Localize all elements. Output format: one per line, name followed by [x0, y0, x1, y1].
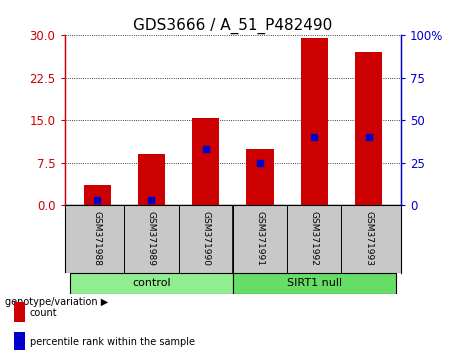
Text: count: count — [30, 308, 58, 318]
Text: GSM371993: GSM371993 — [364, 211, 373, 266]
Bar — [355, 52, 382, 205]
Bar — [70, 273, 233, 294]
Bar — [301, 38, 328, 205]
Text: GSM371989: GSM371989 — [147, 211, 156, 266]
Text: GSM371990: GSM371990 — [201, 211, 210, 266]
Bar — [14, 302, 25, 322]
Text: genotype/variation ▶: genotype/variation ▶ — [5, 297, 108, 307]
Bar — [83, 185, 111, 205]
Bar — [233, 273, 396, 294]
Text: GSM371992: GSM371992 — [310, 211, 319, 266]
Text: percentile rank within the sample: percentile rank within the sample — [30, 337, 195, 347]
Bar — [192, 118, 219, 205]
Text: GSM371988: GSM371988 — [93, 211, 101, 266]
Text: GSM371991: GSM371991 — [255, 211, 265, 266]
Text: SIRT1 null: SIRT1 null — [287, 278, 342, 288]
Title: GDS3666 / A_51_P482490: GDS3666 / A_51_P482490 — [133, 18, 332, 34]
Text: control: control — [132, 278, 171, 288]
Bar — [246, 149, 273, 205]
Bar — [138, 154, 165, 205]
Bar — [14, 332, 25, 352]
